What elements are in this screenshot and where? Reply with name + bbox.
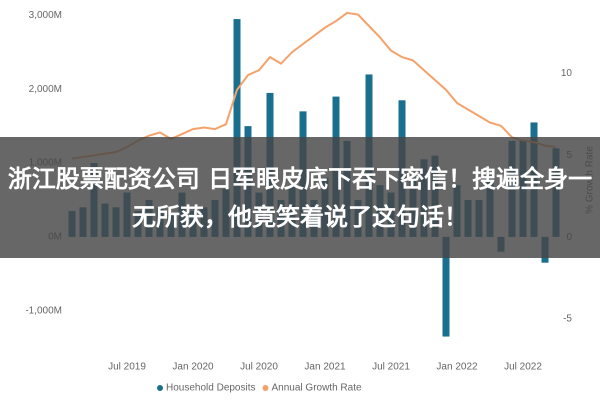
x-tick-label: Jul 2021 <box>372 362 410 373</box>
bar <box>442 236 450 337</box>
banner: 浙江股票配资公司 日军眼皮底下吞下密信！搜遍全身一无所获，他竟笑着说了这句话！ <box>0 137 600 258</box>
legend-label: Household Deposits <box>166 383 256 394</box>
x-tick-label: Jan 2021 <box>304 362 346 373</box>
x-tick-label: Jul 2020 <box>240 362 278 373</box>
y-tick-label: 3,000M <box>29 10 62 21</box>
line <box>71 11 557 160</box>
legend-marker <box>262 385 269 391</box>
headline: 浙江股票配资公司 日军眼皮底下吞下密信！搜遍全身一无所获，他竟笑着说了这句话！ <box>7 164 593 231</box>
x-tick-label: Jan 2022 <box>436 362 478 373</box>
x-tick-label: Jan 2020 <box>172 362 214 373</box>
legend-label: Annual Growth Rate <box>272 383 362 394</box>
y-tick-label: -1,000M <box>25 305 62 316</box>
bar <box>233 19 241 237</box>
y-tick-label: 2,000M <box>29 84 62 95</box>
y2-tick-label: -5 <box>563 314 572 325</box>
legend-marker <box>157 385 163 391</box>
x-tick-label: Jul 2019 <box>108 362 146 373</box>
x-tick-label: Jul 2022 <box>504 362 542 373</box>
y2-tick-label: 10 <box>561 68 573 79</box>
